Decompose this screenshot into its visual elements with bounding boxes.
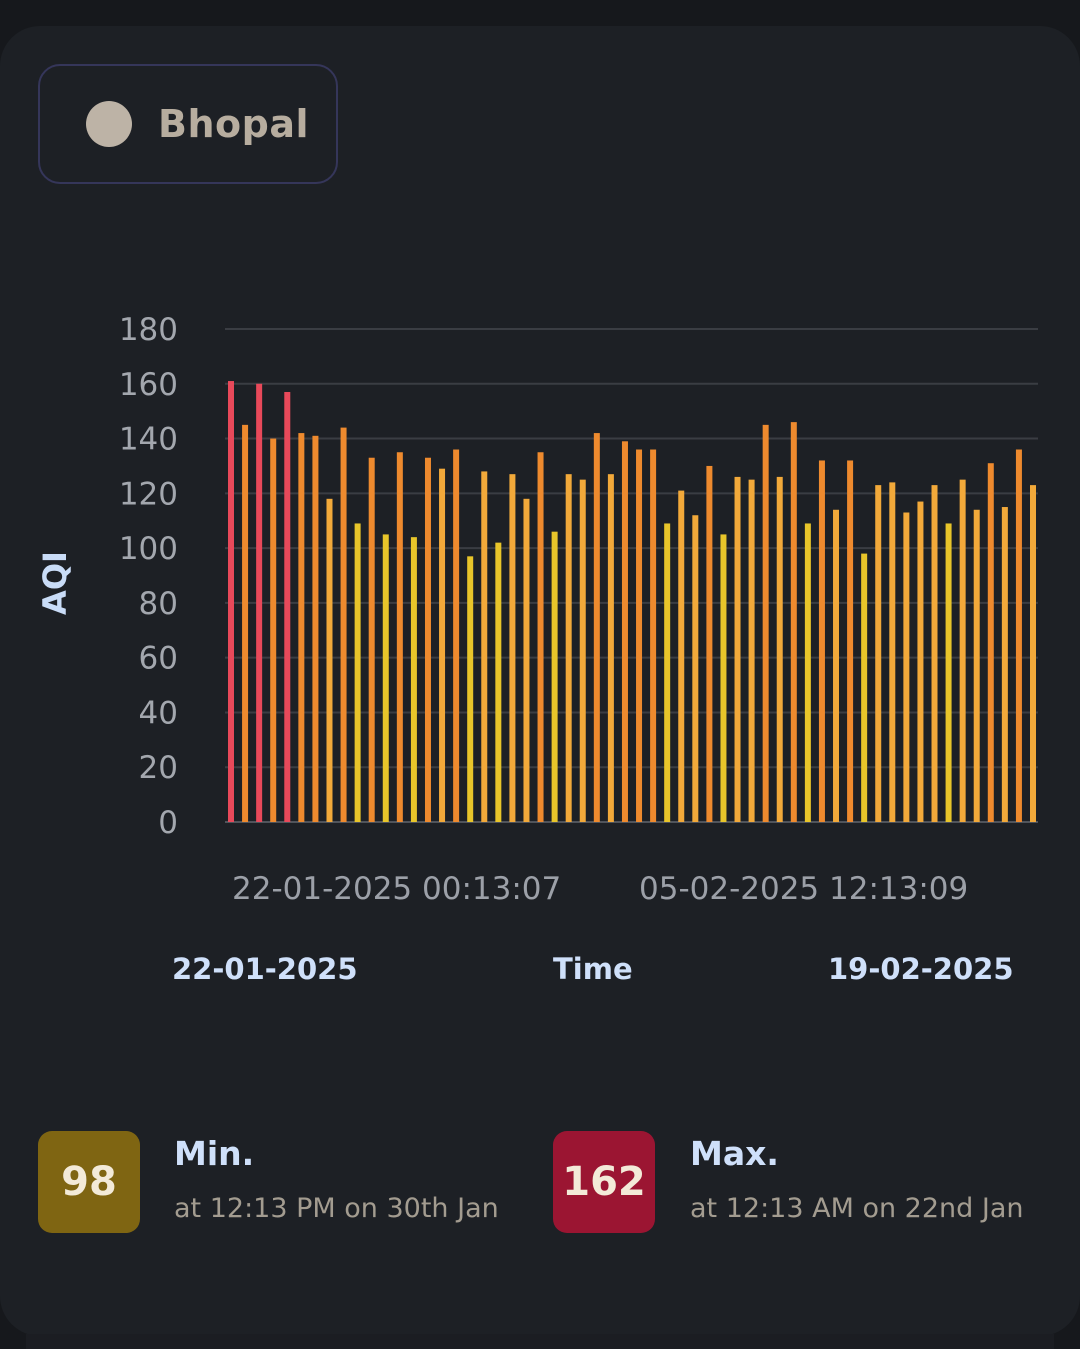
min-detail: at 12:13 PM on 30th Jan xyxy=(174,1193,499,1224)
aqi-bar xyxy=(565,474,572,822)
aqi-bar xyxy=(847,460,854,822)
aqi-bar xyxy=(889,482,896,822)
location-name: Bhopal xyxy=(158,102,309,146)
aqi-bar xyxy=(228,381,234,822)
x-axis-label: Time xyxy=(553,952,633,986)
aqi-bar xyxy=(340,427,347,822)
aqi-bar xyxy=(368,457,375,822)
y-tick-label: 180 xyxy=(119,312,178,348)
aqi-bar xyxy=(1030,485,1036,822)
aqi-bar xyxy=(439,468,446,822)
y-tick-label: 20 xyxy=(139,750,178,786)
aqi-bar xyxy=(790,422,797,822)
aqi-bar xyxy=(467,556,474,822)
aqi-bar xyxy=(959,479,966,822)
y-tick-label: 0 xyxy=(158,805,178,841)
aqi-bar xyxy=(650,449,657,822)
aqi-bar xyxy=(875,485,882,822)
aqi-bar xyxy=(382,534,389,822)
aqi-bar xyxy=(987,463,994,822)
aqi-bar xyxy=(312,435,319,822)
location-chip[interactable]: Bhopal xyxy=(38,64,338,184)
max-title: Max. xyxy=(690,1134,779,1173)
aqi-bar xyxy=(931,485,938,822)
min-title: Min. xyxy=(174,1134,255,1173)
aqi-bar xyxy=(242,424,249,822)
aqi-bar xyxy=(523,498,530,822)
chart-grid xyxy=(225,328,1038,823)
aqi-bar xyxy=(495,542,502,822)
y-tick-label: 80 xyxy=(139,586,178,622)
y-tick-label: 40 xyxy=(139,695,178,731)
aqi-bar xyxy=(706,465,713,822)
aqi-bar xyxy=(734,476,741,822)
aqi-bar xyxy=(424,457,431,822)
aqi-bar xyxy=(256,383,263,822)
aqi-bar xyxy=(509,474,516,822)
aqi-bar xyxy=(284,391,291,822)
aqi-bar xyxy=(833,509,840,822)
aqi-bar xyxy=(326,498,333,822)
aqi-bar xyxy=(396,452,403,822)
aqi-bar xyxy=(678,490,685,822)
aqi-bar xyxy=(917,501,924,822)
y-tick-label: 60 xyxy=(139,641,178,677)
aqi-bar-chart: 0 20 40 60 80 100 120 140 160 180 22-01-2025 00:1… xyxy=(36,312,1038,907)
aqi-bar xyxy=(537,452,544,822)
aqi-bar xyxy=(410,537,417,822)
x-axis-ticks: 22-01-2025 00:13:07 05-02-2025 12:13:09 xyxy=(232,871,968,907)
aqi-bar xyxy=(636,449,643,822)
x-axis-labels: 22-01-2025 Time 19-02-2025 xyxy=(0,952,1080,996)
aqi-bar xyxy=(903,512,910,822)
aqi-bar xyxy=(298,433,305,822)
aqi-bar xyxy=(270,438,277,822)
aqi-bar xyxy=(804,523,811,822)
x-tick-label: 22-01-2025 00:13:07 xyxy=(232,871,561,907)
aqi-bar xyxy=(607,474,614,822)
aqi-bar xyxy=(621,441,628,822)
aqi-bar xyxy=(664,523,671,822)
aqi-bar xyxy=(354,523,361,822)
aqi-bar xyxy=(692,515,699,822)
max-aqi-badge: 162 xyxy=(553,1131,655,1233)
y-axis-label: AQI xyxy=(36,551,74,615)
max-detail: at 12:13 AM on 22nd Jan xyxy=(690,1193,1024,1224)
aqi-bar xyxy=(861,553,868,822)
aqi-bar xyxy=(818,460,825,822)
aqi-bar xyxy=(1001,507,1008,822)
y-tick-label: 140 xyxy=(119,422,178,458)
aqi-bar xyxy=(720,534,727,822)
aqi-bar xyxy=(748,479,755,822)
location-dot-icon xyxy=(86,101,132,147)
aqi-bar xyxy=(945,523,952,822)
aqi-bar xyxy=(551,531,558,822)
aqi-bar xyxy=(762,424,769,822)
y-axis-ticks: 0 20 40 60 80 100 120 140 160 180 xyxy=(119,312,178,841)
aqi-bar xyxy=(453,449,460,822)
x-tick-label: 05-02-2025 12:13:09 xyxy=(639,871,968,907)
y-tick-label: 120 xyxy=(119,476,178,512)
aqi-bar xyxy=(579,479,586,822)
range-start-date: 22-01-2025 xyxy=(172,952,358,986)
aqi-bar xyxy=(481,471,488,822)
aqi-bar xyxy=(593,433,600,822)
aqi-bar xyxy=(973,509,980,822)
aqi-bar xyxy=(776,476,783,822)
min-aqi-badge: 98 xyxy=(38,1131,140,1233)
y-tick-label: 160 xyxy=(119,367,178,403)
range-end-date: 19-02-2025 xyxy=(828,952,1014,986)
aqi-bar xyxy=(1015,449,1022,822)
y-tick-label: 100 xyxy=(119,531,178,567)
chart-bars xyxy=(228,381,1036,822)
card-bottom-strip xyxy=(26,1334,1054,1349)
